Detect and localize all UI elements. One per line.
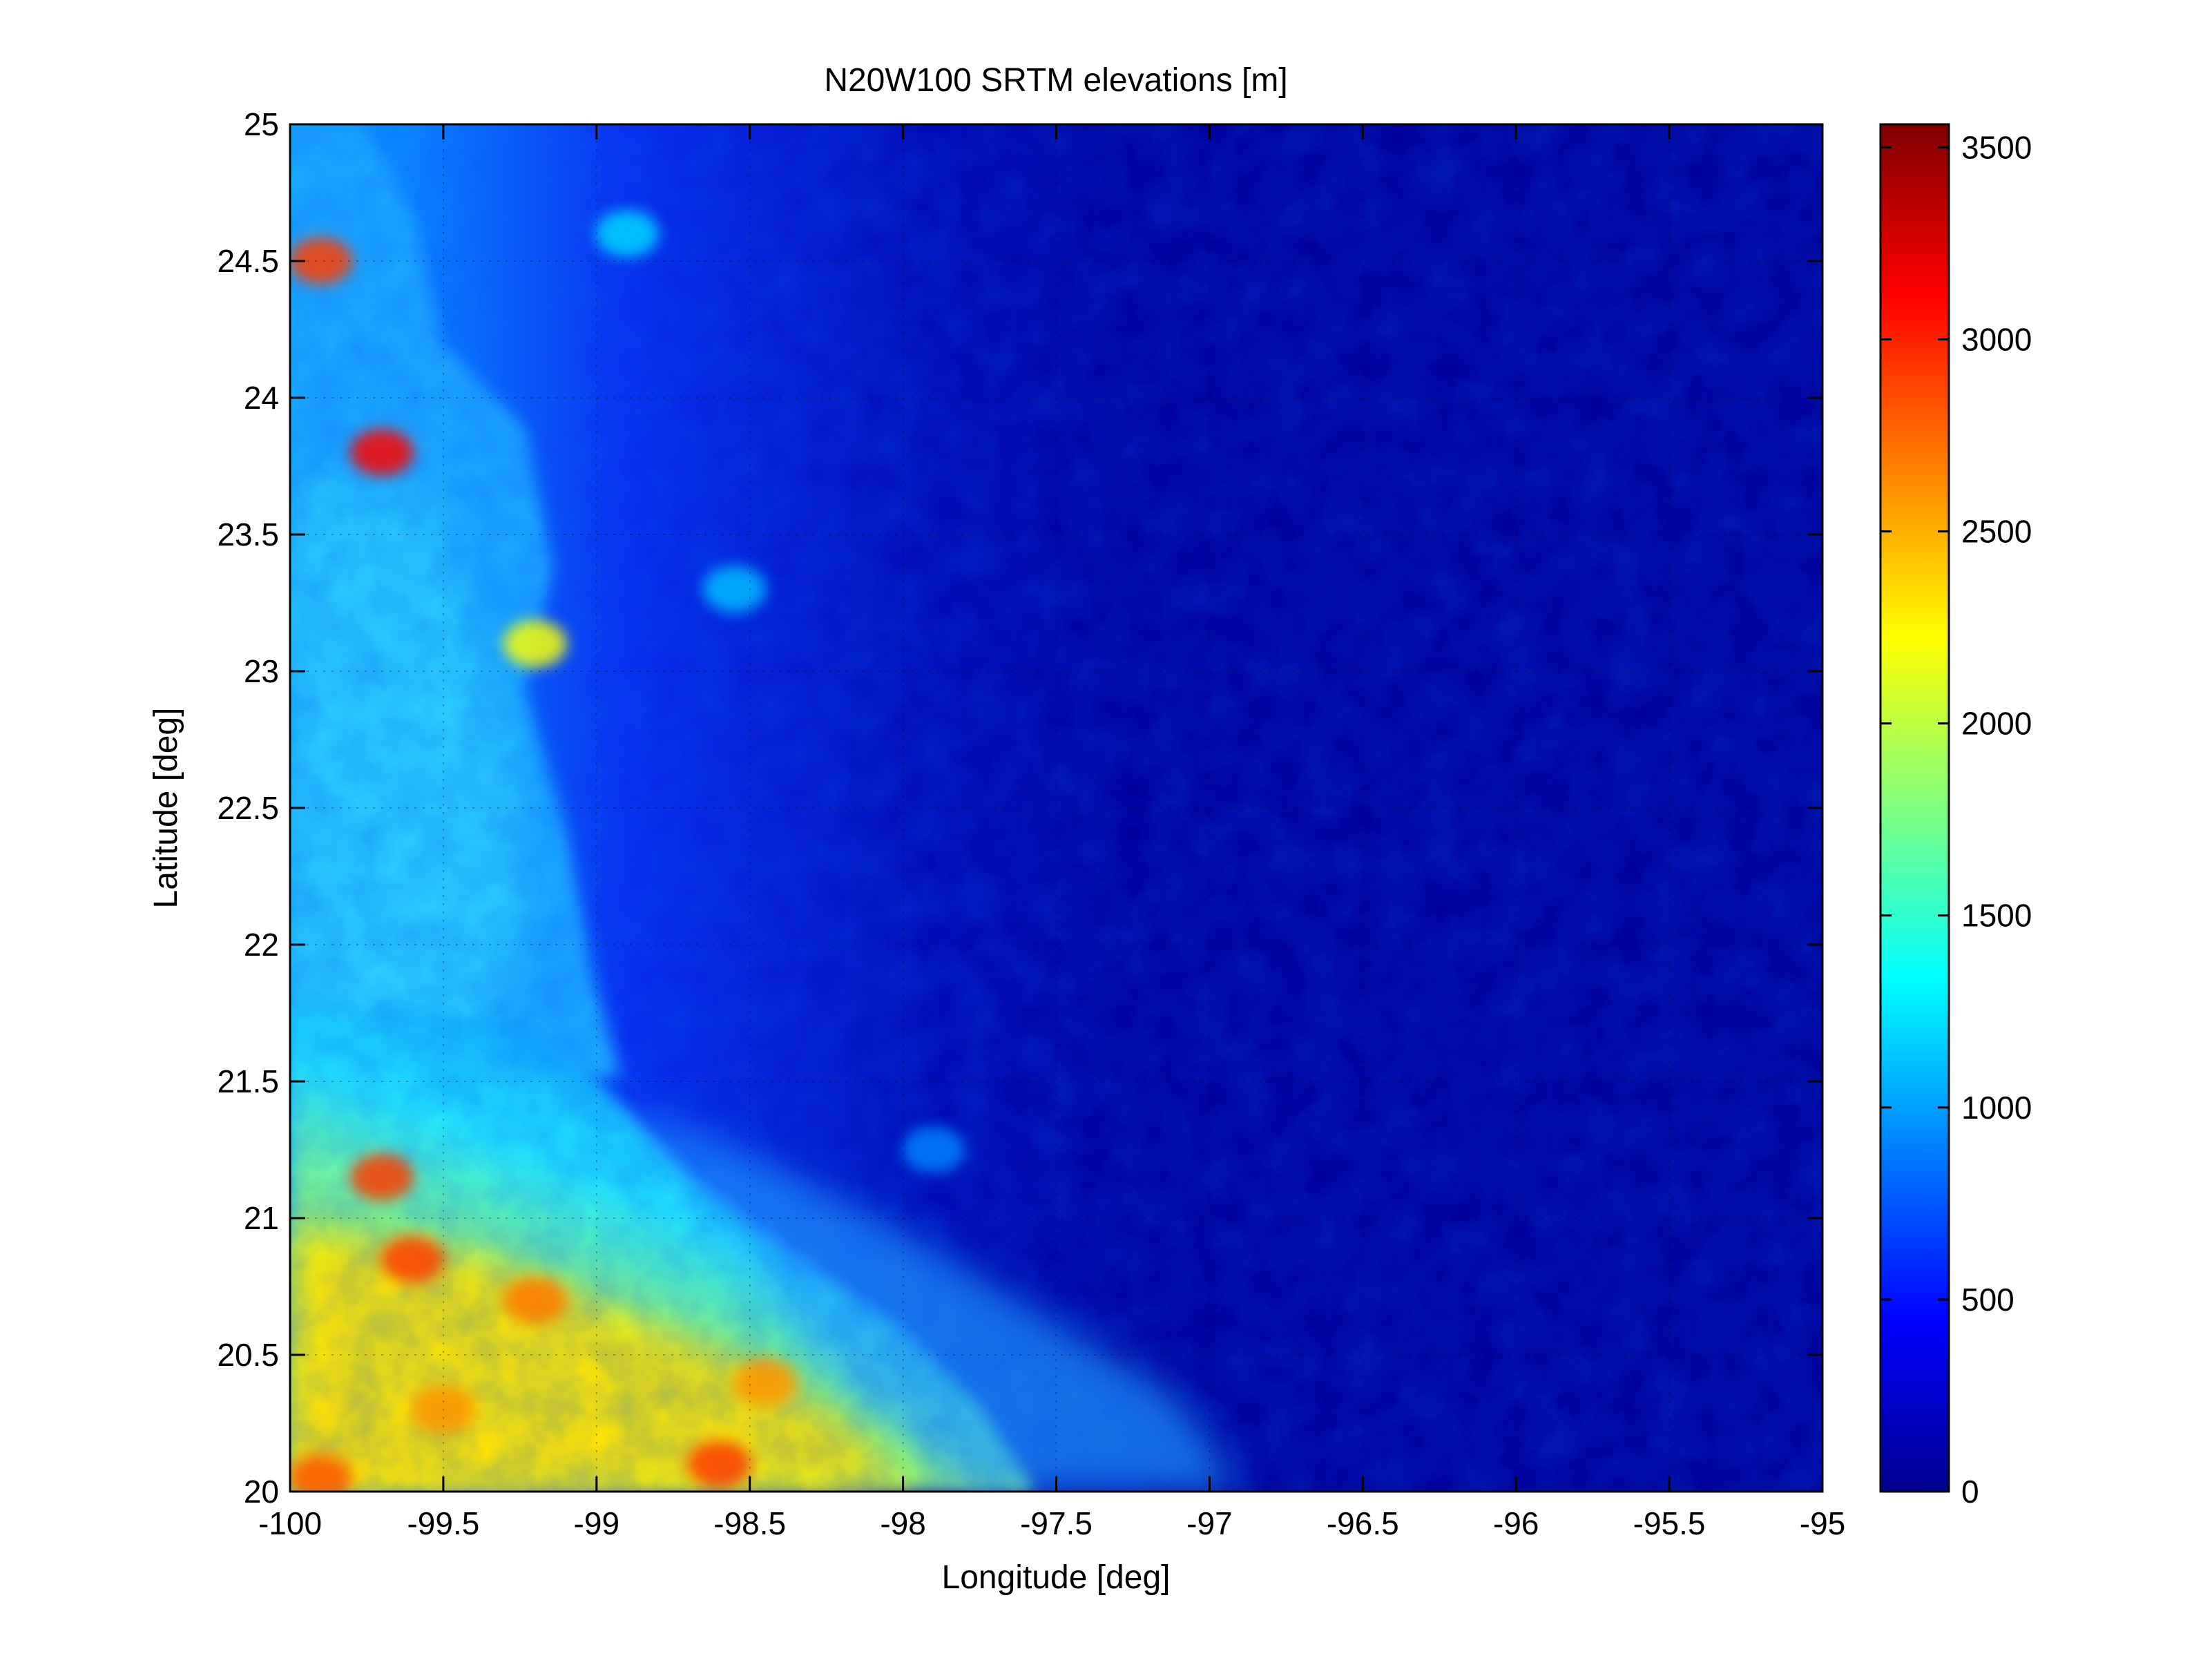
- x-tick-label: -96: [1493, 1505, 1539, 1541]
- hotspot: [702, 566, 767, 613]
- hotspot: [290, 1454, 353, 1492]
- x-tick-label: -99: [574, 1505, 619, 1541]
- y-tick-label: 22: [244, 927, 279, 963]
- x-tick-label: -99.5: [407, 1505, 479, 1541]
- hotspot: [687, 1440, 751, 1488]
- y-tick-label: 20.5: [217, 1337, 279, 1373]
- colorbar-tick-label: 1500: [1961, 898, 2032, 934]
- hotspot: [350, 1153, 414, 1201]
- colorbar-tick-label: 3000: [1961, 321, 2032, 357]
- x-tick-label: -97.5: [1020, 1505, 1093, 1541]
- chart-title: N20W100 SRTM elevations [m]: [824, 62, 1287, 99]
- hotspot: [411, 1386, 475, 1434]
- colorbar-tick-label: 1000: [1961, 1090, 2032, 1126]
- hotspot: [381, 1235, 445, 1283]
- x-axis: -100 -99.5 -99 -98.5 -98 -97.5 -97 -96.5 -96 -95.…: [258, 124, 1845, 1541]
- y-tick-label: 23.5: [217, 517, 279, 552]
- y-tick-label: 25: [244, 106, 279, 142]
- colorbar-tick-label: 3500: [1961, 129, 2032, 165]
- y-axis: 20 20.5 21 21.5 22 22.5 23 23.5 24 24.5 25: [217, 106, 1823, 1510]
- hotspot: [901, 1126, 965, 1173]
- hotspot-layer: [290, 210, 965, 1492]
- grid: [290, 124, 1823, 1492]
- colorbar-ticks: 0 500 1000 1500 2000 2500 3000 3500: [1881, 129, 2032, 1510]
- hotspot: [350, 429, 414, 476]
- y-tick-label: 24.5: [217, 243, 279, 279]
- colorbar-tick-label: 0: [1961, 1474, 1979, 1510]
- y-tick-label: 23: [244, 653, 279, 689]
- y-axis-label: Latitude [deg]: [148, 708, 184, 909]
- colorbar-tick-label: 500: [1961, 1282, 2014, 1318]
- y-tick-label: 21.5: [217, 1063, 279, 1099]
- x-tick-label: -98: [880, 1505, 925, 1541]
- colorbar: 0 500 1000 1500 2000 2500 3000 3500: [1879, 123, 2032, 1510]
- y-tick-label: 24: [244, 380, 279, 416]
- y-tick-label: 21: [244, 1200, 279, 1236]
- x-tick-label: -95: [1800, 1505, 1845, 1541]
- heatmap-texture: [290, 124, 1823, 1492]
- hotspot: [733, 1358, 797, 1406]
- colorbar-gradient: [1879, 123, 1950, 1493]
- x-tick-label: -100: [258, 1505, 322, 1541]
- hotspot: [595, 210, 660, 258]
- colorbar-tick-label: 2500: [1961, 514, 2032, 550]
- x-tick-label: -96.5: [1327, 1505, 1399, 1541]
- x-tick-label: -97: [1186, 1505, 1232, 1541]
- y-tick-label: 22.5: [217, 790, 279, 826]
- x-axis-label: Longitude [deg]: [942, 1559, 1171, 1596]
- hotspot: [503, 1276, 568, 1324]
- hotspot: [503, 620, 568, 668]
- colorbar-tick-label: 2000: [1961, 706, 2032, 742]
- y-tick-label: 20: [244, 1474, 279, 1510]
- plot-area: [290, 124, 1823, 1492]
- x-tick-label: -98.5: [713, 1505, 786, 1541]
- x-tick-label: -95.5: [1633, 1505, 1706, 1541]
- hotspot: [290, 238, 353, 285]
